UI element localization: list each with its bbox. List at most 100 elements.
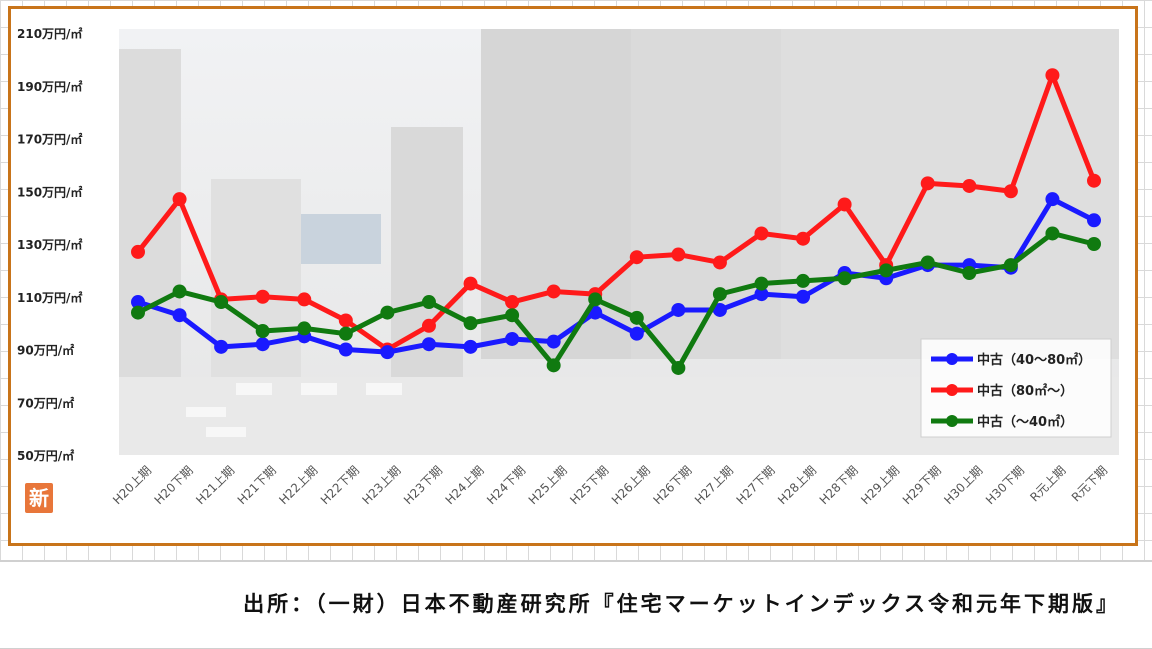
data-point bbox=[421, 318, 436, 333]
spreadsheet-lower-area bbox=[0, 560, 1152, 649]
data-point bbox=[380, 305, 395, 320]
data-point bbox=[879, 263, 894, 278]
x-tick-label: H26上期 bbox=[609, 463, 653, 507]
data-point bbox=[796, 289, 811, 304]
data-point bbox=[131, 305, 145, 320]
data-point bbox=[1087, 237, 1101, 251]
data-point bbox=[837, 271, 852, 286]
data-point bbox=[1003, 184, 1018, 199]
data-point bbox=[837, 197, 852, 212]
legend-swatch-marker bbox=[946, 353, 958, 365]
data-point bbox=[920, 176, 935, 191]
x-tick-label: H25下期 bbox=[567, 463, 611, 507]
data-point bbox=[671, 247, 686, 262]
y-tick-label: 210万円/㎡ bbox=[17, 26, 82, 41]
data-point bbox=[1045, 226, 1060, 241]
data-point bbox=[255, 324, 270, 339]
x-tick-label: H22上期 bbox=[276, 463, 320, 507]
data-point bbox=[629, 310, 644, 325]
data-point bbox=[255, 337, 270, 352]
series-group bbox=[131, 226, 1101, 375]
data-point bbox=[754, 226, 769, 241]
x-tick-label: H30下期 bbox=[983, 463, 1027, 507]
data-point bbox=[421, 295, 436, 310]
data-point bbox=[671, 302, 686, 317]
data-point bbox=[505, 331, 520, 346]
data-point bbox=[214, 295, 229, 310]
data-point bbox=[546, 334, 561, 349]
line-chart: 50万円/㎡ 70万円/㎡ 90万円/㎡ 110万円/㎡ 130万円/㎡ 150万円/㎡ 1… bbox=[17, 26, 1119, 507]
data-point bbox=[546, 358, 561, 373]
y-tick-label: 150万円/㎡ bbox=[17, 184, 82, 199]
x-tick-label: H20下期 bbox=[152, 463, 196, 507]
data-point bbox=[1087, 173, 1101, 188]
new-badge: 新 bbox=[25, 483, 53, 513]
data-point bbox=[962, 266, 977, 281]
series-layer bbox=[131, 68, 1101, 375]
x-tick-label: H21上期 bbox=[193, 463, 237, 507]
x-tick-label: H26下期 bbox=[650, 463, 694, 507]
data-point bbox=[546, 284, 561, 299]
data-point bbox=[629, 250, 644, 265]
data-point bbox=[380, 345, 395, 360]
chart-frame: 50万円/㎡ 70万円/㎡ 90万円/㎡ 110万円/㎡ 130万円/㎡ 150万円/㎡ 1… bbox=[8, 6, 1138, 546]
data-point bbox=[671, 360, 686, 375]
x-tick-label: H21下期 bbox=[235, 463, 279, 507]
x-tick-label: H22下期 bbox=[318, 463, 362, 507]
y-tick-label: 50万円/㎡ bbox=[17, 448, 74, 463]
data-point bbox=[712, 302, 727, 317]
y-tick-label: 130万円/㎡ bbox=[17, 237, 82, 252]
x-tick-label: H25上期 bbox=[526, 463, 570, 507]
x-tick-label: H23下期 bbox=[401, 463, 445, 507]
data-point bbox=[712, 255, 727, 270]
data-point bbox=[463, 276, 478, 291]
x-tick-label: H27下期 bbox=[734, 463, 778, 507]
data-point bbox=[505, 308, 520, 323]
x-tick-label: H28上期 bbox=[775, 463, 819, 507]
y-tick-label: 110万円/㎡ bbox=[17, 290, 82, 305]
data-point bbox=[172, 308, 187, 323]
data-point bbox=[629, 326, 644, 341]
data-point bbox=[338, 313, 353, 328]
data-point bbox=[920, 255, 935, 270]
data-point bbox=[297, 292, 312, 307]
data-point bbox=[463, 339, 478, 354]
data-point bbox=[588, 292, 603, 307]
data-point bbox=[421, 337, 436, 352]
y-tick-label: 90万円/㎡ bbox=[17, 343, 74, 358]
data-point bbox=[754, 287, 769, 302]
x-tick-label: H28下期 bbox=[817, 463, 861, 507]
x-tick-label: H30上期 bbox=[941, 463, 985, 507]
data-point bbox=[338, 326, 353, 341]
legend: 中古（40～80㎡） 中古（80㎡～） 中古（～40㎡） bbox=[920, 338, 1112, 438]
data-point bbox=[712, 287, 727, 302]
data-point bbox=[1045, 192, 1060, 207]
legend-label: 中古（～40㎡） bbox=[977, 414, 1073, 430]
data-point bbox=[214, 339, 229, 354]
x-tick-label: H24上期 bbox=[443, 463, 487, 507]
data-point bbox=[796, 231, 811, 246]
data-point bbox=[962, 178, 977, 193]
data-point bbox=[172, 284, 187, 299]
data-point bbox=[1003, 258, 1018, 273]
legend-label: 中古（40～80㎡） bbox=[977, 352, 1091, 368]
legend-swatch-marker bbox=[946, 384, 958, 396]
data-point bbox=[1045, 68, 1060, 83]
data-point bbox=[255, 289, 270, 304]
source-caption: 出所：（一財）日本不動産研究所『住宅マーケットインデックス令和元年下期版』 bbox=[243, 592, 1120, 616]
x-tick-label: H29上期 bbox=[858, 463, 902, 507]
data-point bbox=[131, 295, 145, 310]
data-point bbox=[463, 316, 478, 331]
x-tick-label: H20上期 bbox=[110, 463, 154, 507]
data-point bbox=[1087, 213, 1101, 228]
y-axis: 50万円/㎡ 70万円/㎡ 90万円/㎡ 110万円/㎡ 130万円/㎡ 150万円/㎡ 1… bbox=[17, 26, 82, 463]
y-tick-label: 190万円/㎡ bbox=[17, 79, 82, 94]
data-point bbox=[754, 276, 769, 291]
y-tick-label: 170万円/㎡ bbox=[17, 132, 82, 147]
y-tick-label: 70万円/㎡ bbox=[17, 395, 74, 410]
x-tick-label: H23上期 bbox=[359, 463, 403, 507]
data-point bbox=[131, 244, 145, 259]
data-point bbox=[338, 342, 353, 357]
x-tick-label: R元上期 bbox=[1027, 463, 1068, 504]
data-point bbox=[796, 273, 811, 288]
